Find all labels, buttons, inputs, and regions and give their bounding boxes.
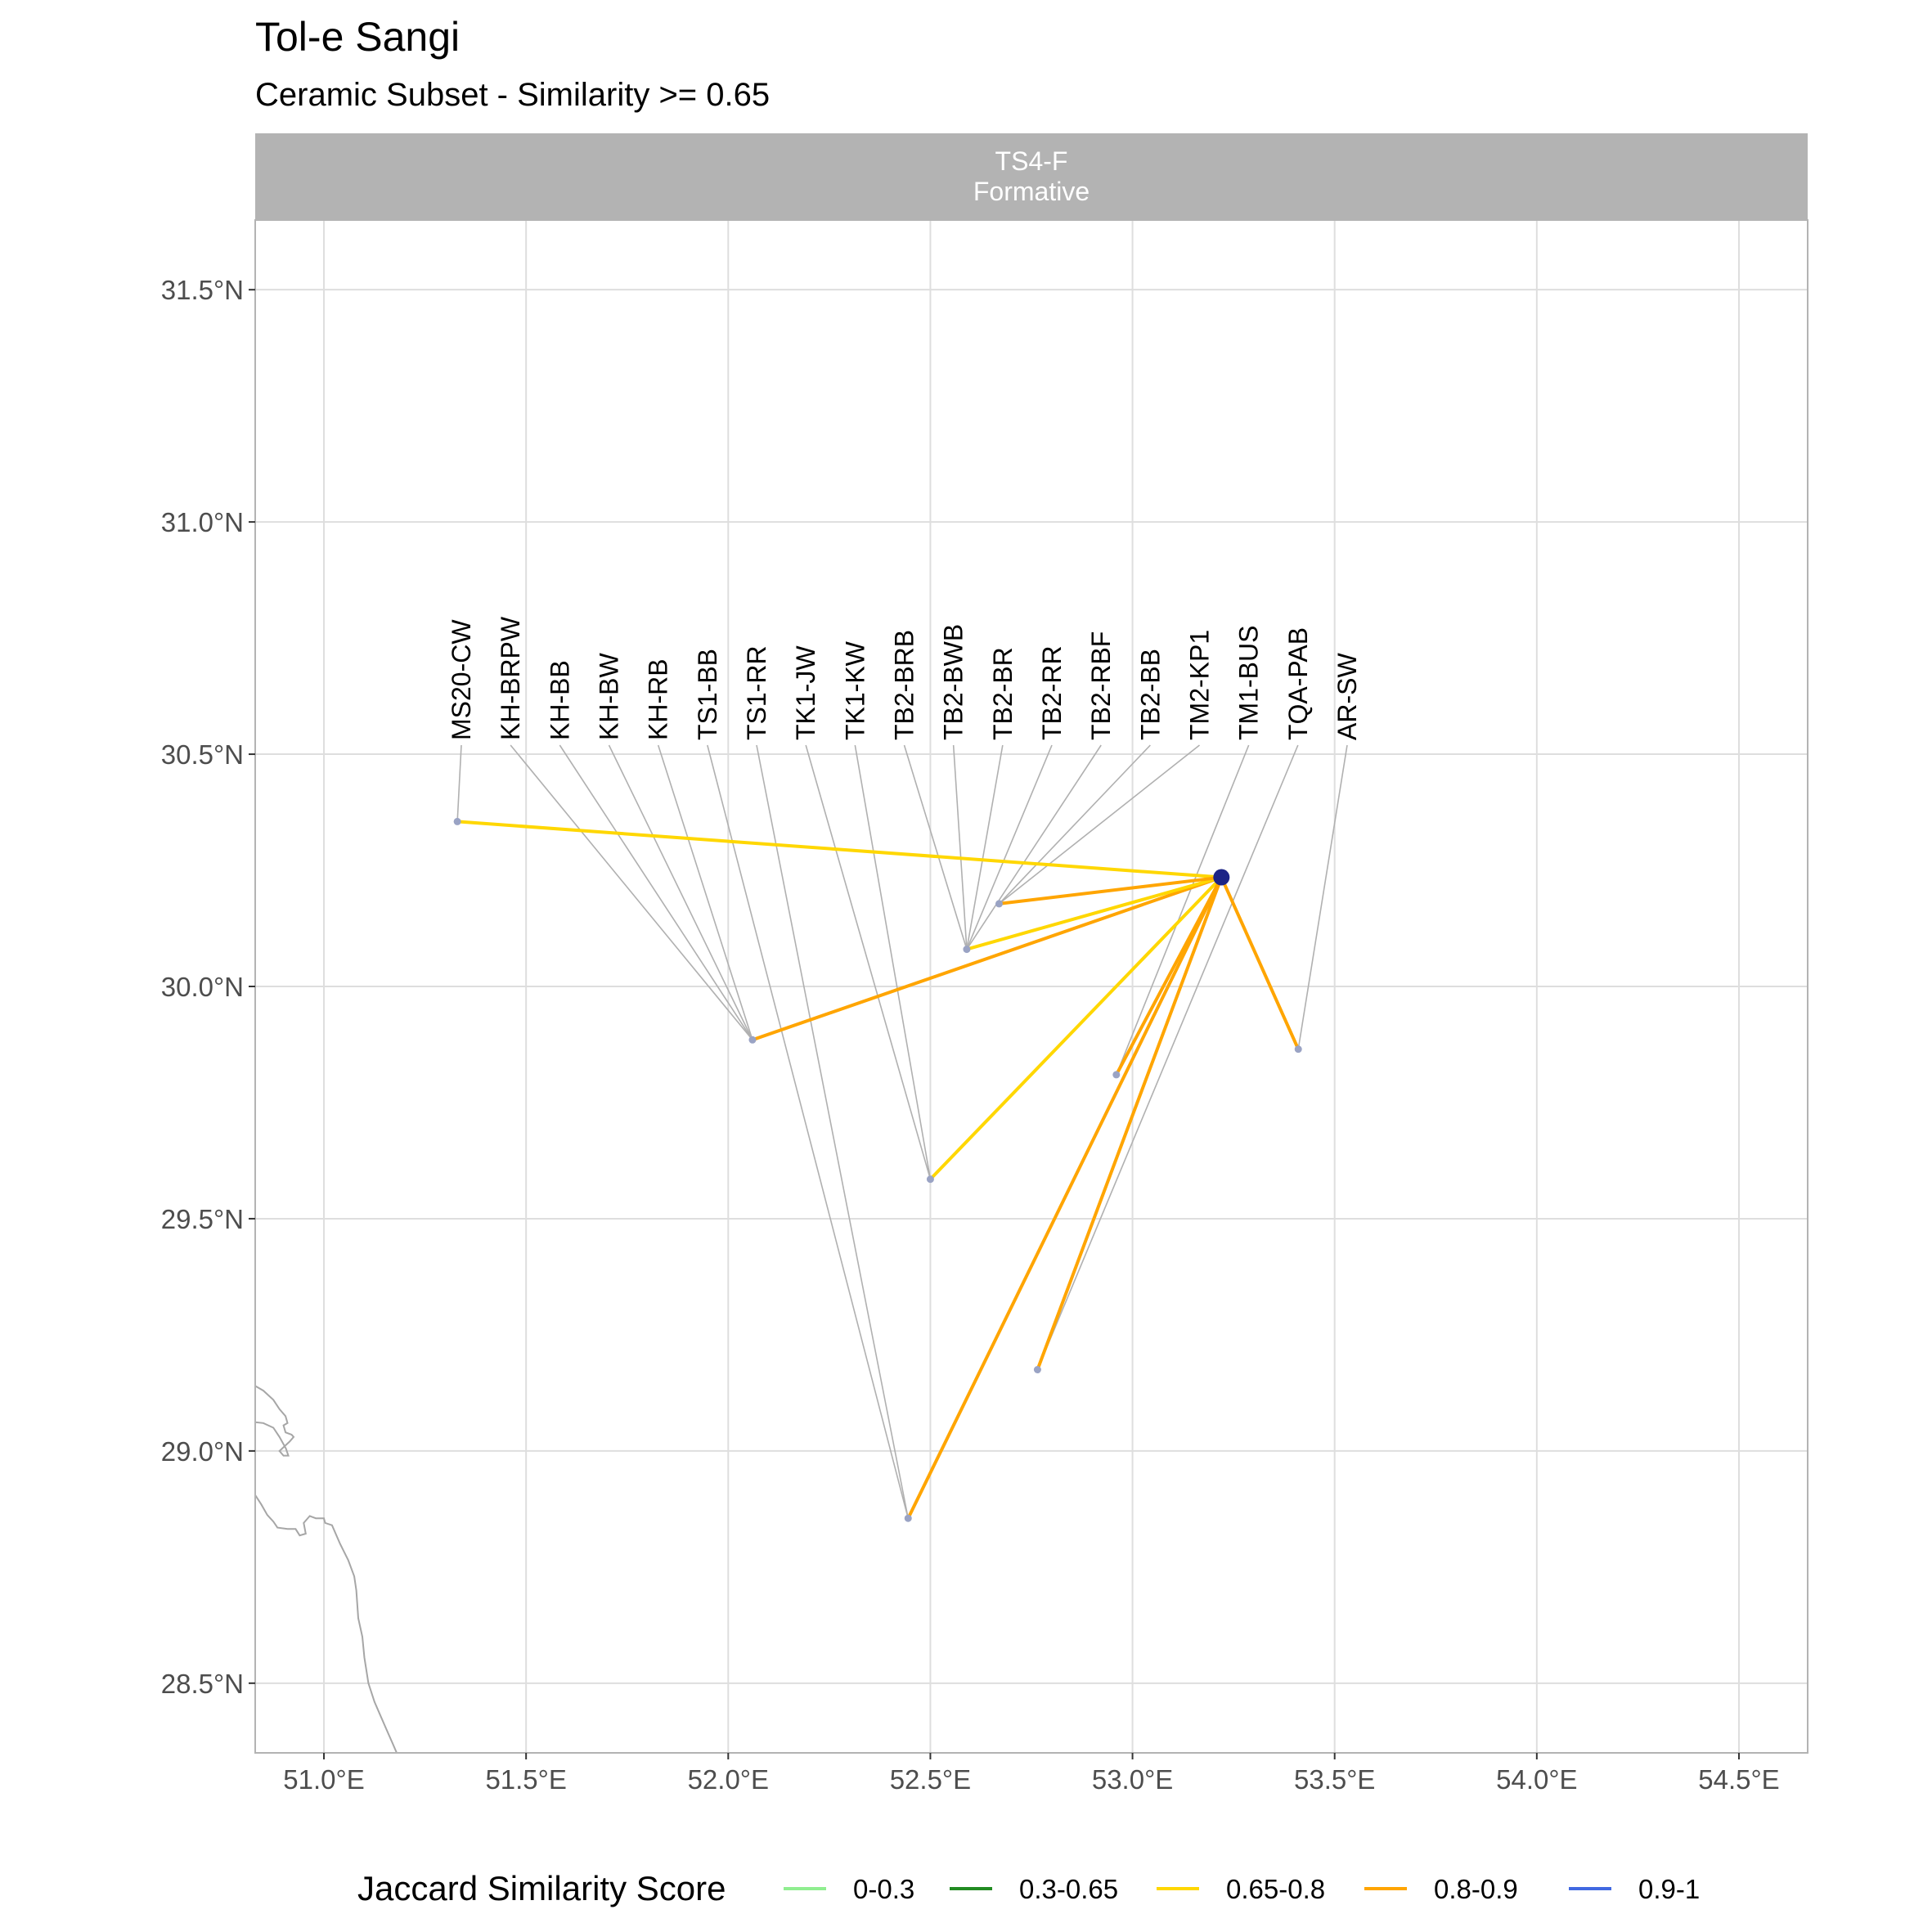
leader-line-TM1-BUS <box>1116 744 1250 1076</box>
legend-label-0-0.3: 0-0.3 <box>853 1874 914 1904</box>
connection-line-3 <box>997 875 1224 905</box>
leader-line-TB2-RR <box>966 744 1053 950</box>
connection-line-1 <box>750 875 1224 1042</box>
site-label-TS1-RR: TS1-RR <box>742 645 771 740</box>
site-label-MS20-CW: MS20-CW <box>447 619 476 740</box>
y-tick-label-2: 29.5°N <box>161 1204 244 1234</box>
coastline-segment-1 <box>254 1494 398 1754</box>
y-tick-label-0: 28.5°N <box>161 1669 244 1699</box>
x-axis-ticks: 51.0°E 51.5°E 52.0°E 52.5°E 53.0°E 53.5°E 54.0… <box>283 1753 1780 1795</box>
site-labels: MS20-CW KH-BRPW KH-BB KH-BW KH-RB TS1-BB TS1-R… <box>447 616 1362 740</box>
site-label-TB2-BWB: TB2-BWB <box>939 624 968 740</box>
gridlines <box>255 220 1808 1753</box>
site-label-TK1-KW: TK1-KW <box>840 640 869 740</box>
site-label-KH-BRPW: KH-BRPW <box>496 616 525 740</box>
legend-label-0.8-0.9: 0.8-0.9 <box>1434 1874 1518 1904</box>
site-label-TM1-BUS: TM1-BUS <box>1234 626 1264 740</box>
legend-title: Jaccard Similarity Score <box>357 1869 726 1907</box>
site-point-1 <box>748 1036 757 1044</box>
site-label-KH-BW: KH-BW <box>595 653 624 740</box>
site-label-TB2-RR: TB2-RR <box>1037 645 1067 740</box>
connection-line-4 <box>928 875 1224 1181</box>
leader-line-TB2-BWB <box>952 744 968 950</box>
leader-line-KH-RB <box>657 744 753 1040</box>
site-label-TB2-BB: TB2-BB <box>1135 649 1165 740</box>
leader-line-TK1-JW <box>805 744 932 1179</box>
connection-line-8 <box>1220 875 1301 1051</box>
site-label-TK1-JW: TK1-JW <box>791 645 820 740</box>
site-label-KH-RB: KH-RB <box>644 658 673 740</box>
site-label-TB2-BRB: TB2-BRB <box>890 630 919 740</box>
site-label-TM2-KP1: TM2-KP1 <box>1185 630 1215 740</box>
focal-site <box>1213 869 1230 886</box>
leader-line-TS1-BB <box>707 744 910 1519</box>
leader-line-TM2-KP1 <box>998 744 1200 905</box>
site-label-TB2-RBF: TB2-RBF <box>1086 631 1116 740</box>
leader-line-TB2-BB <box>998 744 1151 905</box>
y-tick-label-1: 29.0°N <box>161 1436 244 1467</box>
legend-items: 0-0.3 0.3-0.65 0.65-0.8 0.8-0.9 0.9-1 <box>784 1874 1700 1904</box>
x-tick-label-6: 54.0°E <box>1496 1764 1577 1795</box>
legend-label-0.65-0.8: 0.65-0.8 <box>1226 1874 1325 1904</box>
y-tick-label-6: 31.5°N <box>161 275 244 305</box>
chart-title: Tol-e Sangi <box>255 14 460 60</box>
legend-label-0.9-1: 0.9-1 <box>1638 1874 1700 1904</box>
leader-line-TS1-RR <box>756 744 910 1519</box>
similarity-connections <box>456 820 1301 1521</box>
site-point-8 <box>1294 1045 1302 1054</box>
x-tick-label-3: 52.5°E <box>890 1764 971 1795</box>
site-label-KH-BB: KH-BB <box>545 660 574 740</box>
connection-line-7 <box>1036 875 1224 1372</box>
connection-line-6 <box>906 875 1224 1521</box>
focal-site-point <box>1213 869 1230 886</box>
site-point-5 <box>1112 1071 1121 1079</box>
facet-label-line2: Formative <box>973 177 1090 206</box>
y-tick-label-4: 30.5°N <box>161 739 244 770</box>
leader-line-TB2-RBF <box>966 744 1102 950</box>
site-point-0 <box>453 817 461 825</box>
coastline-segment-0 <box>254 1385 295 1457</box>
leader-line-TB2-BRB <box>903 744 968 950</box>
leader-line-TQA-PAB <box>1036 744 1299 1370</box>
chart-subtitle: Ceramic Subset - Similarity >= 0.65 <box>255 77 770 113</box>
site-label-TB2-BR: TB2-BR <box>988 647 1018 740</box>
site-label-AR-SW: AR-SW <box>1332 653 1362 740</box>
leader-line-KH-BB <box>559 744 753 1040</box>
y-axis-ticks: 28.5°N 29.0°N 29.5°N 30.0°N 30.5°N 31.0°N 31.5… <box>161 275 255 1699</box>
site-point-2 <box>963 946 971 954</box>
site-point-3 <box>995 900 1003 908</box>
connection-line-2 <box>964 875 1224 951</box>
coastline <box>254 1385 398 1754</box>
facet-strip <box>255 133 1808 220</box>
y-tick-label-5: 31.0°N <box>161 507 244 537</box>
legend: Jaccard Similarity Score 0-0.3 0.3-0.65 0.… <box>357 1869 1700 1907</box>
x-tick-label-1: 51.5°E <box>485 1764 566 1795</box>
facet-label-line1: TS4-F <box>995 146 1068 176</box>
site-point-6 <box>904 1514 912 1522</box>
x-tick-label-4: 53.0°E <box>1092 1764 1173 1795</box>
leader-line-AR-SW <box>1297 744 1348 1049</box>
leader-line-MS20-CW <box>456 744 462 822</box>
site-point-4 <box>926 1175 934 1184</box>
leader-line-TK1-KW <box>854 744 932 1179</box>
site-label-TQA-PAB: TQA-PAB <box>1283 627 1313 740</box>
site-point-7 <box>1033 1366 1041 1373</box>
site-label-TS1-BB: TS1-BB <box>693 649 722 740</box>
legend-label-0.3-0.65: 0.3-0.65 <box>1019 1874 1118 1904</box>
x-tick-label-7: 54.5°E <box>1698 1764 1779 1795</box>
y-tick-label-3: 30.0°N <box>161 972 244 1002</box>
x-tick-label-0: 51.0°E <box>283 1764 364 1795</box>
site-points <box>453 817 1302 1522</box>
leader-line-TB2-BR <box>966 744 1004 950</box>
leader-line-KH-BW <box>608 744 753 1040</box>
x-tick-label-5: 53.5°E <box>1294 1764 1375 1795</box>
connection-line-0 <box>456 820 1224 879</box>
label-leader-lines <box>456 744 1348 1519</box>
leader-line-KH-BRPW <box>510 744 753 1040</box>
x-tick-label-2: 52.0°E <box>688 1764 769 1795</box>
